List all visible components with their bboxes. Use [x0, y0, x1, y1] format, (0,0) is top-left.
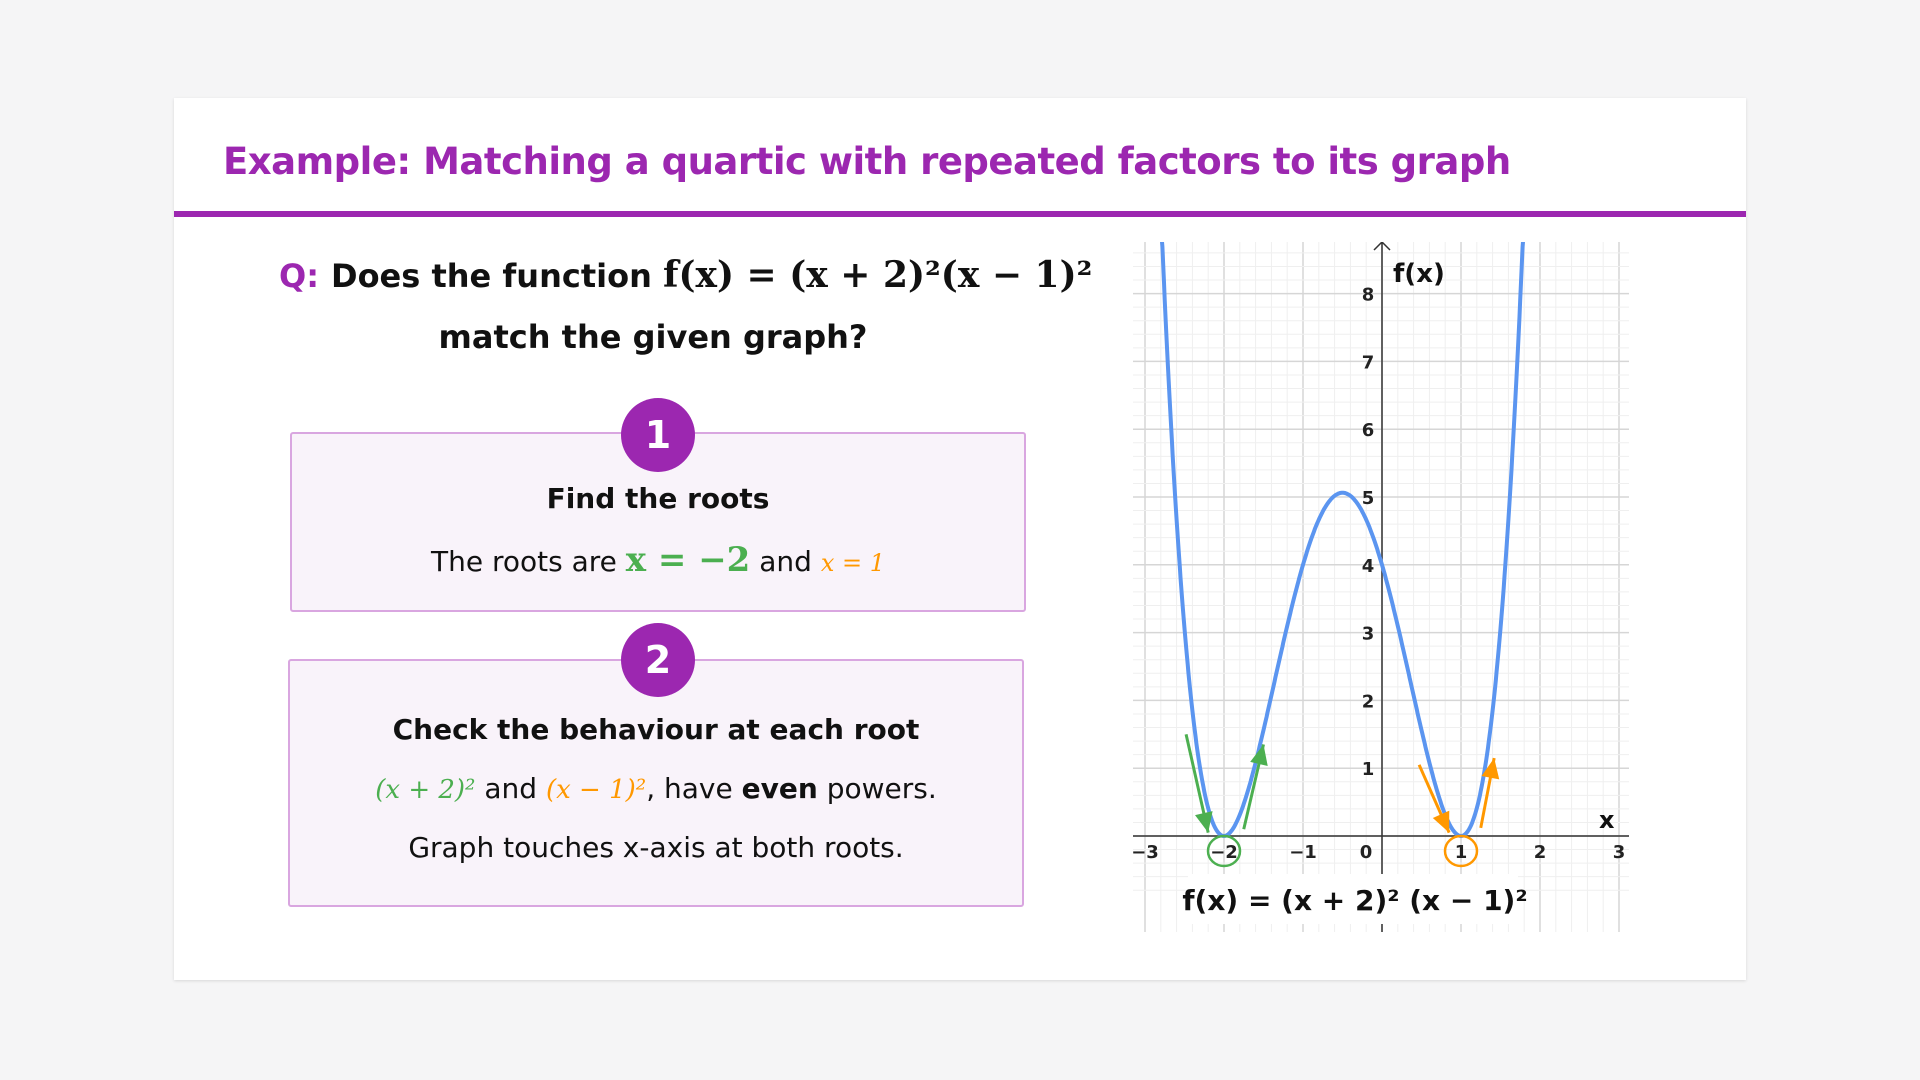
step-1-heading: Find the roots — [546, 482, 770, 515]
formula-label-bg — [1188, 874, 1518, 924]
title-divider — [174, 211, 1746, 217]
grid — [1133, 242, 1629, 932]
y-axis-label: f(x) — [1393, 259, 1445, 289]
function-graph: −3 −2 −1 0 1 2 3 1 2 3 4 5 6 7 8 f(x) x f(x) = (x + 2)… — [1133, 242, 1629, 932]
y-tick-label: 8 — [1362, 285, 1375, 306]
step-1-badge: 1 — [621, 398, 695, 472]
x-tick-label: −3 — [1133, 842, 1159, 863]
question-text: Does the function — [331, 257, 652, 295]
x-tick-label: 2 — [1534, 842, 1547, 863]
slide-title: Example: Matching a quartic with repeate… — [223, 140, 1511, 183]
y-axis-arrow — [1373, 242, 1391, 251]
y-tick-label: 2 — [1362, 691, 1375, 712]
question-label: Q: — [279, 257, 319, 295]
step-1-text: The roots are x = −2 and x = 1 — [292, 540, 1024, 580]
question-line: Q: Does the function f(x) = (x + 2)²(x − … — [279, 254, 1092, 296]
root-2: x = 1 — [820, 549, 886, 577]
y-tick-label: 3 — [1362, 624, 1375, 645]
formula-label: f(x) = (x + 2)² (x − 1)² — [1182, 884, 1527, 917]
question-formula: f(x) = (x + 2)²(x − 1)² — [662, 254, 1093, 296]
step-2-line-2: Graph touches x-axis at both roots. — [408, 831, 904, 864]
step-2-emphasis: even — [741, 772, 818, 805]
y-tick-label: 5 — [1362, 488, 1375, 509]
tick-labels: −3 −2 −1 0 1 2 3 1 2 3 4 5 6 7 8 — [1133, 285, 1625, 863]
step-2-heading: Check the behaviour at each root — [392, 713, 920, 746]
orange-down-arrow-head — [1432, 810, 1450, 833]
y-tick-label: 7 — [1362, 352, 1375, 373]
root-markers — [1184, 733, 1500, 868]
x-tick-label: 0 — [1360, 842, 1373, 863]
root-circle — [1443, 834, 1479, 868]
y-tick-label: 4 — [1362, 556, 1375, 577]
y-tick-label: 1 — [1362, 759, 1375, 780]
step-1-text-before: The roots are — [430, 545, 617, 578]
green-down-arrow-head — [1195, 811, 1213, 833]
step-2-text: (x + 2)² and (x − 1)², have even powers. — [290, 772, 1022, 805]
factor-1: (x + 2)² — [375, 775, 476, 805]
green-up-arrow-head — [1250, 744, 1268, 766]
x-tick-label: 3 — [1613, 842, 1626, 863]
orange-up-arrow-head — [1481, 758, 1500, 780]
factor-2: (x − 1)² — [545, 775, 647, 805]
x-axis-label: x — [1599, 806, 1615, 834]
slide-card: Example: Matching a quartic with repeate… — [174, 98, 1746, 980]
root-circle — [1206, 834, 1242, 868]
x-tick-label: −2 — [1210, 842, 1238, 863]
step-2-end: powers. — [826, 772, 937, 805]
step-1-and: and — [759, 545, 812, 578]
axes — [1133, 242, 1629, 932]
root-1: x = −2 — [625, 540, 751, 580]
step-2-after: , have — [646, 772, 733, 805]
x-tick-label: 1 — [1455, 842, 1468, 863]
step-2-badge: 2 — [621, 623, 695, 697]
step-2-and: and — [484, 772, 538, 805]
x-tick-label: −1 — [1289, 842, 1317, 863]
y-tick-label: 6 — [1362, 420, 1375, 441]
question-line-2: match the given graph? — [438, 318, 868, 356]
